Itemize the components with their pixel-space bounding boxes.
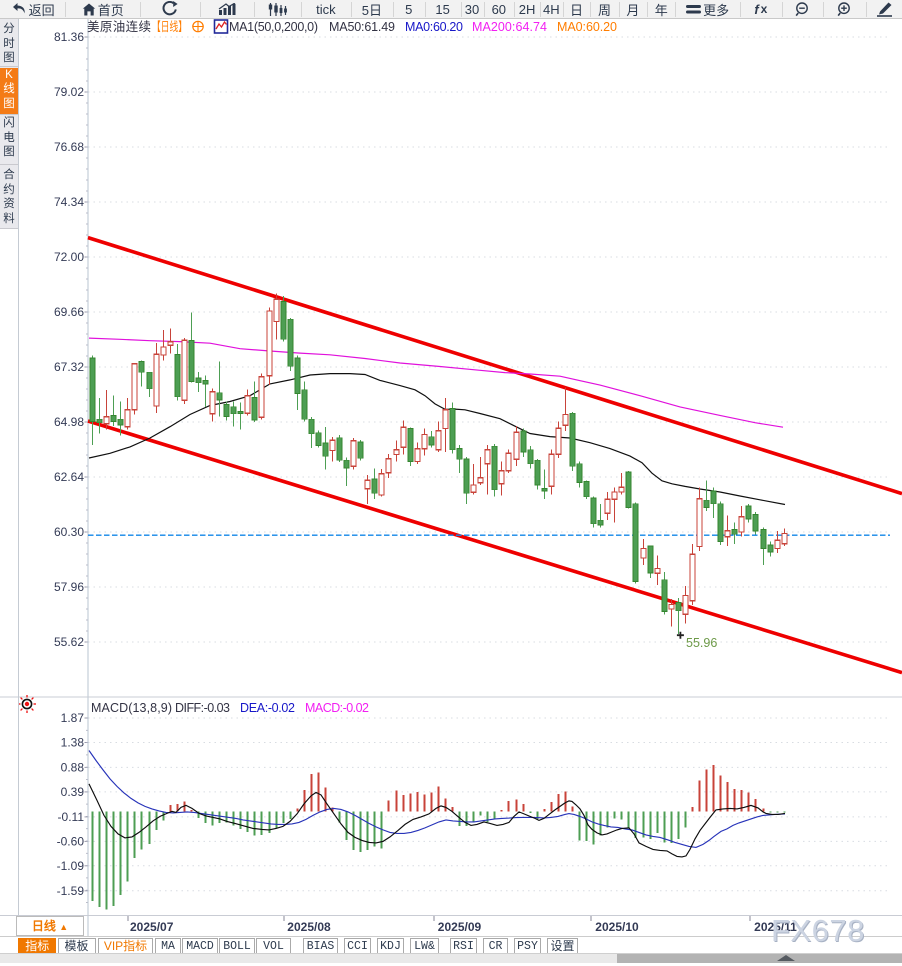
svg-text:-0.11: -0.11	[58, 810, 85, 824]
svg-text:72.00: 72.00	[54, 250, 84, 264]
svg-text:-1.59: -1.59	[57, 884, 85, 898]
svg-text:2025/09: 2025/09	[438, 920, 482, 934]
svg-text:1.38: 1.38	[61, 736, 85, 750]
svg-text:-1.09: -1.09	[57, 859, 85, 873]
svg-text:60.30: 60.30	[54, 525, 84, 539]
svg-text:MACD(13,8,9): MACD(13,8,9)	[91, 701, 172, 715]
svg-text:2025/10: 2025/10	[595, 920, 639, 934]
svg-text:MACD:-0.02: MACD:-0.02	[305, 701, 369, 715]
svg-text:【日线】: 【日线】	[152, 20, 187, 34]
svg-text:57.96: 57.96	[54, 580, 84, 594]
svg-text:81.36: 81.36	[54, 30, 84, 44]
svg-text:-0.60: -0.60	[57, 834, 85, 848]
svg-text:0.39: 0.39	[61, 785, 85, 799]
svg-text:2025/11: 2025/11	[754, 920, 797, 934]
svg-text:67.32: 67.32	[54, 360, 84, 374]
svg-text:55.96: 55.96	[686, 636, 717, 650]
svg-text:DIFF:-0.03: DIFF:-0.03	[175, 701, 230, 715]
svg-text:2025/08: 2025/08	[287, 920, 331, 934]
svg-text:55.62: 55.62	[54, 635, 84, 649]
svg-text:62.64: 62.64	[54, 470, 84, 484]
svg-text:1.87: 1.87	[61, 711, 85, 725]
svg-text:DEA:-0.02: DEA:-0.02	[240, 701, 295, 715]
svg-text:2025/07: 2025/07	[130, 920, 174, 934]
svg-text:0.88: 0.88	[61, 760, 85, 774]
svg-text:76.68: 76.68	[54, 140, 84, 154]
svg-text:MA50:61.49: MA50:61.49	[329, 20, 395, 34]
svg-text:美原油连续: 美原油连续	[87, 19, 151, 34]
svg-text:MA0:60.20: MA0:60.20	[405, 20, 463, 34]
svg-text:64.98: 64.98	[54, 415, 84, 429]
svg-text:69.66: 69.66	[54, 305, 84, 319]
svg-text:MA1(50,0,200,0): MA1(50,0,200,0)	[229, 20, 318, 34]
svg-text:MA0:60.20: MA0:60.20	[557, 20, 617, 34]
svg-text:MA200:64.74: MA200:64.74	[472, 20, 547, 34]
svg-text:74.34: 74.34	[54, 195, 84, 209]
svg-text:79.02: 79.02	[54, 85, 84, 99]
